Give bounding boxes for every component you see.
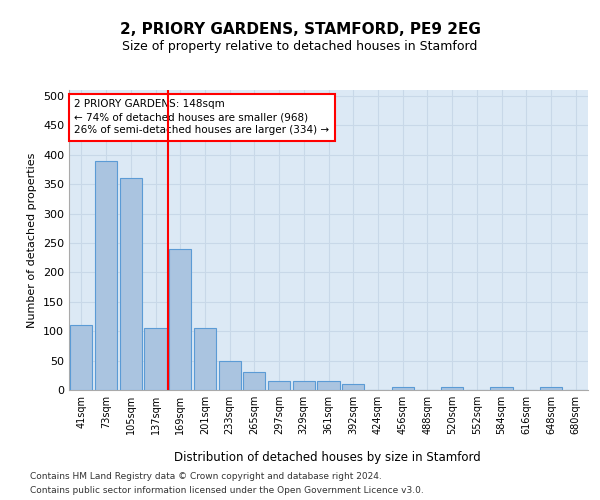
Bar xyxy=(392,387,414,390)
Text: Size of property relative to detached houses in Stamford: Size of property relative to detached ho… xyxy=(122,40,478,53)
Bar xyxy=(490,387,512,390)
Text: Contains public sector information licensed under the Open Government Licence v3: Contains public sector information licen… xyxy=(30,486,424,495)
Bar xyxy=(441,387,463,390)
Y-axis label: Number of detached properties: Number of detached properties xyxy=(28,152,37,328)
Text: Distribution of detached houses by size in Stamford: Distribution of detached houses by size … xyxy=(173,451,481,464)
Bar xyxy=(540,387,562,390)
Bar xyxy=(95,160,117,390)
Bar xyxy=(268,381,290,390)
Bar xyxy=(218,360,241,390)
Bar xyxy=(293,381,315,390)
Text: Contains HM Land Registry data © Crown copyright and database right 2024.: Contains HM Land Registry data © Crown c… xyxy=(30,472,382,481)
Bar xyxy=(194,328,216,390)
Bar xyxy=(169,249,191,390)
Bar xyxy=(342,384,364,390)
Bar xyxy=(317,381,340,390)
Bar xyxy=(119,178,142,390)
Bar xyxy=(145,328,167,390)
Bar xyxy=(70,326,92,390)
Bar xyxy=(243,372,265,390)
Text: 2 PRIORY GARDENS: 148sqm
← 74% of detached houses are smaller (968)
26% of semi-: 2 PRIORY GARDENS: 148sqm ← 74% of detach… xyxy=(74,99,329,136)
Text: 2, PRIORY GARDENS, STAMFORD, PE9 2EG: 2, PRIORY GARDENS, STAMFORD, PE9 2EG xyxy=(119,22,481,38)
